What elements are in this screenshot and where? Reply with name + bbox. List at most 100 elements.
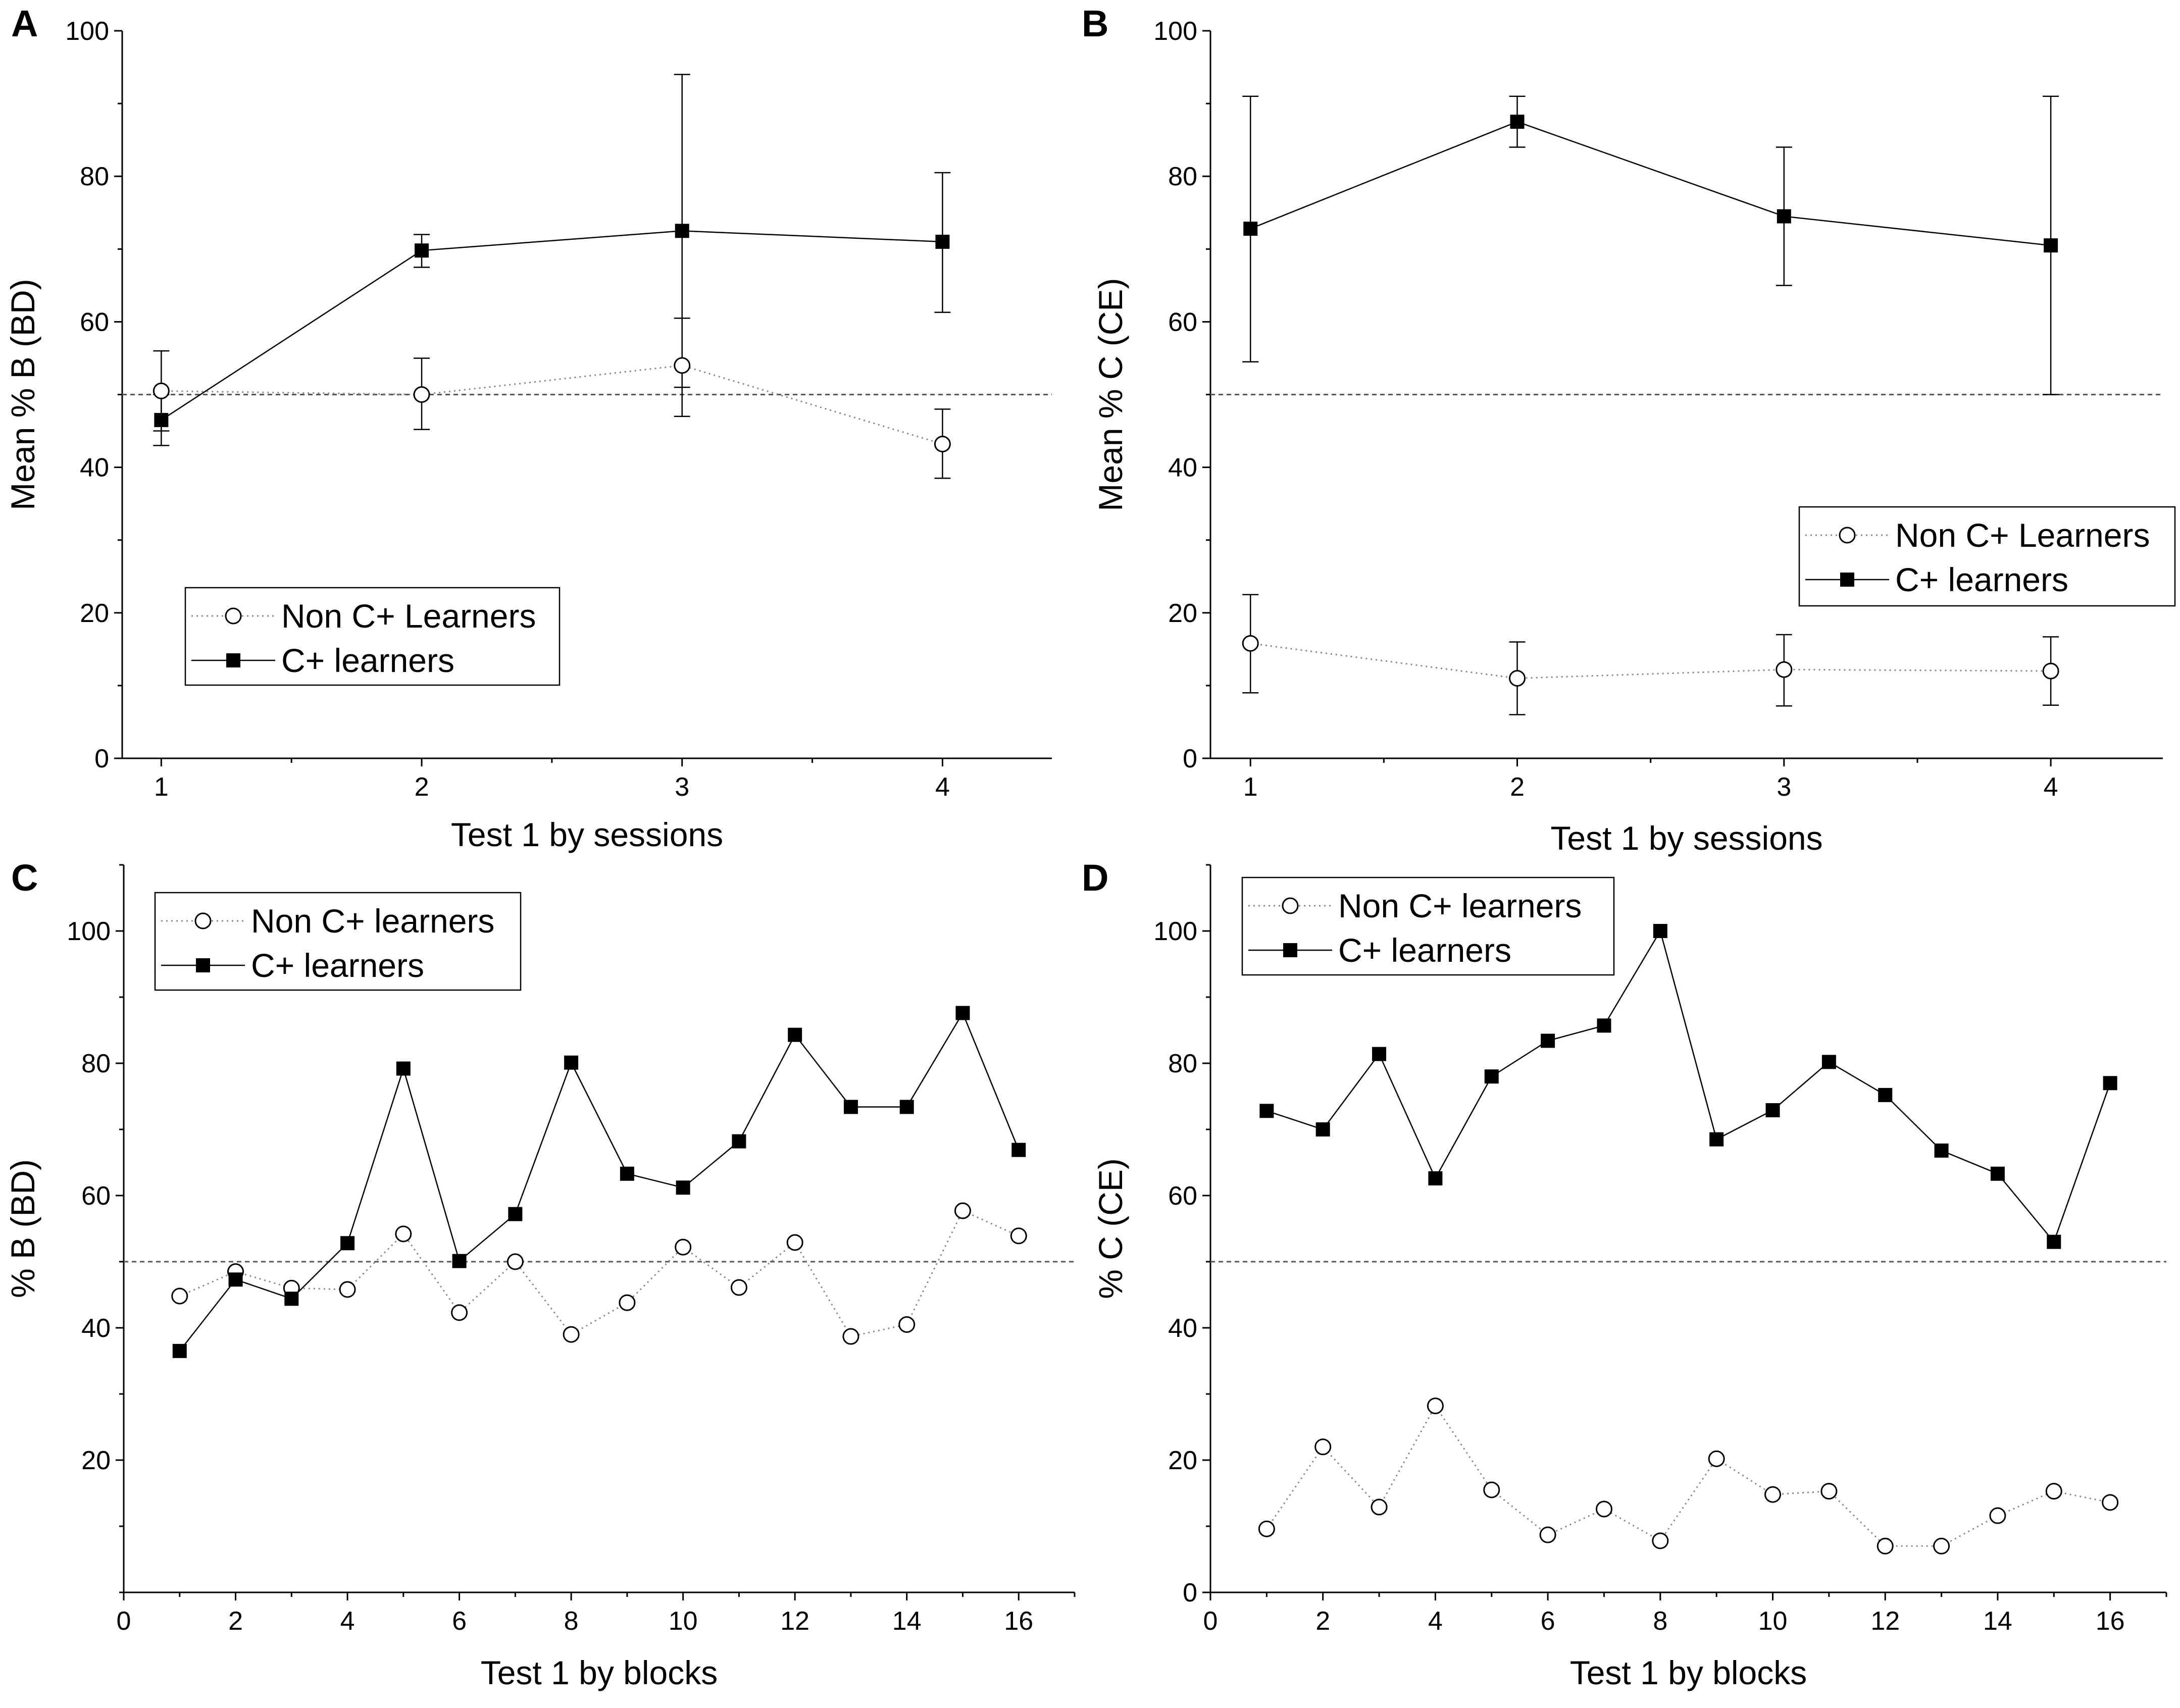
y-tick-label: 100 xyxy=(67,917,111,946)
x-tick-label: 2 xyxy=(1510,772,1525,802)
c-plus-point xyxy=(508,1207,523,1221)
c-plus-point xyxy=(1878,1088,1893,1102)
c-plus-point xyxy=(2044,238,2058,253)
non-c-plus-point xyxy=(675,1238,692,1256)
non-c-plus-point xyxy=(395,1225,412,1243)
c-plus-point xyxy=(340,1236,355,1251)
x-tick-label: 14 xyxy=(1983,1607,2012,1636)
legend: Non C+ Learners C+ learners xyxy=(184,587,561,686)
non-c-plus-point xyxy=(1509,669,1526,687)
x-tick-label: 16 xyxy=(2096,1607,2125,1636)
c-plus-point xyxy=(843,1100,858,1114)
non-c-plus-point xyxy=(506,1253,524,1270)
x-tick-label: 4 xyxy=(2044,772,2058,802)
x-tick-label: 6 xyxy=(452,1607,467,1636)
non-c-plus-point xyxy=(898,1316,916,1333)
c-plus-point xyxy=(1484,1069,1499,1084)
x-tick-label: 12 xyxy=(1870,1607,1900,1636)
c-plus-point xyxy=(899,1100,914,1114)
c-plus-series-line xyxy=(1250,121,2051,246)
non-c-plus-point xyxy=(1764,1486,1782,1503)
x-axis-title: Test 1 by blocks xyxy=(481,1654,718,1691)
y-tick-label: 20 xyxy=(81,1446,111,1475)
c-plus-point xyxy=(415,243,429,258)
y-tick-label: 80 xyxy=(1168,162,1197,191)
legend-label: Non C+ learners xyxy=(1338,887,1582,924)
c-plus-point xyxy=(1934,1143,1949,1158)
y-tick-label: 40 xyxy=(1168,1314,1197,1343)
c-plus-point xyxy=(1990,1166,2005,1181)
y-tick-label: 0 xyxy=(1183,1578,1197,1608)
panel-b: 0 20 40 60 80 100 1 2 3 4 Test 1 by sessions Mean %… xyxy=(1082,3,2176,857)
c-plus-point xyxy=(2047,1234,2061,1249)
c-plus-point xyxy=(1597,1018,1611,1033)
y-tick-label: 20 xyxy=(1168,1446,1197,1475)
x-tick-label: 10 xyxy=(1758,1607,1788,1636)
legend-circle-marker xyxy=(1839,527,1856,544)
c-plus-point xyxy=(2103,1076,2117,1091)
x-tick-label: 1 xyxy=(154,772,169,802)
non-c-plus-point xyxy=(1933,1537,1950,1555)
panel-label: B xyxy=(1082,3,1108,44)
legend-square-marker xyxy=(226,653,240,667)
c-plus-point xyxy=(620,1166,634,1181)
y-axis-title: % C (CE) xyxy=(1092,1158,1129,1299)
non-c-plus-point xyxy=(1242,635,1259,652)
c-plus-point xyxy=(1653,924,1667,938)
non-c-plus-point xyxy=(1483,1481,1500,1498)
x-axis-title: Test 1 by sessions xyxy=(451,816,723,853)
x-tick-label: 12 xyxy=(780,1607,809,1636)
legend-box xyxy=(1241,876,1615,976)
c-plus-point xyxy=(1709,1132,1724,1147)
legend-circle-marker xyxy=(225,607,242,625)
c-plus-point xyxy=(1259,1104,1274,1118)
panel-label: C xyxy=(11,857,38,899)
x-tick-label: 2 xyxy=(228,1607,243,1636)
legend-box xyxy=(1798,506,2176,607)
c-plus-point xyxy=(228,1272,243,1287)
c-plus-point xyxy=(1765,1103,1780,1118)
legend-square-marker xyxy=(1840,573,1854,587)
non-c-plus-point xyxy=(1010,1227,1027,1245)
panel-label: D xyxy=(1082,857,1108,899)
non-c-plus-point xyxy=(954,1202,971,1219)
non-c-plus-series-line xyxy=(179,1210,1019,1337)
y-tick-label: 60 xyxy=(81,1181,111,1211)
c-plus-point xyxy=(1315,1122,1330,1136)
y-axis-title: % B (BD) xyxy=(4,1159,41,1298)
c-plus-point xyxy=(732,1134,746,1149)
non-c-plus-point xyxy=(1877,1537,1894,1555)
non-c-plus-point xyxy=(730,1279,747,1296)
non-c-plus-point xyxy=(563,1326,580,1343)
c-plus-point xyxy=(1243,221,1258,236)
panel-d: 0 20 40 60 80 100 0 2 4 6 8 10 12 14 16 Test 1 by block… xyxy=(1082,857,2167,1691)
y-tick-label: 80 xyxy=(1168,1049,1197,1078)
non-c-plus-point xyxy=(934,435,951,452)
non-c-plus-point xyxy=(1371,1498,1388,1516)
non-c-plus-point xyxy=(2045,1483,2062,1500)
y-tick-label: 100 xyxy=(1153,917,1197,946)
non-c-plus-point xyxy=(1989,1507,2006,1524)
x-tick-label: 14 xyxy=(892,1607,922,1636)
c-plus-point xyxy=(396,1061,411,1076)
c-plus-point xyxy=(935,234,950,249)
c-plus-point xyxy=(1510,115,1525,129)
x-tick-label: 0 xyxy=(1203,1607,1218,1636)
non-c-plus-point xyxy=(674,357,691,374)
non-c-plus-point xyxy=(413,386,430,403)
y-tick-label: 60 xyxy=(1168,1181,1197,1211)
c-plus-point xyxy=(675,224,689,238)
c-plus-point xyxy=(955,1006,970,1020)
non-c-plus-point xyxy=(1539,1526,1556,1543)
non-c-plus-point xyxy=(1776,661,1793,678)
legend-box xyxy=(154,892,522,991)
panel-c: 20 40 60 80 100 0 2 4 6 8 10 12 14 16 Test 1 by blocks… xyxy=(4,857,1076,1691)
non-c-plus-point xyxy=(171,1287,188,1305)
legend-circle-marker xyxy=(194,912,212,929)
c-plus-series-line xyxy=(1266,929,2111,1244)
x-tick-label: 2 xyxy=(1315,1607,1330,1636)
non-c-plus-point xyxy=(2042,662,2059,680)
x-tick-label: 6 xyxy=(1541,1607,1555,1636)
y-tick-label: 20 xyxy=(1168,599,1197,628)
legend-label: C+ learners xyxy=(1338,931,1511,969)
